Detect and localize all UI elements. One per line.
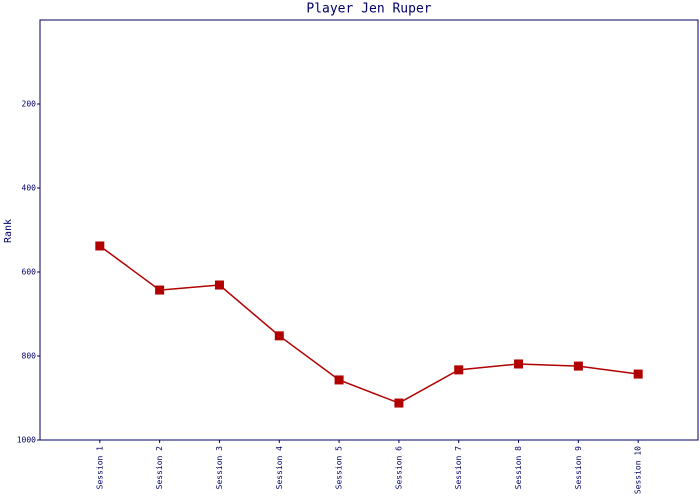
x-tick-label: Session 2 xyxy=(155,446,164,490)
y-tick-label: 800 xyxy=(22,352,37,361)
x-tick-label: Session 1 xyxy=(95,446,104,490)
y-tick-label: 400 xyxy=(22,184,37,193)
marker xyxy=(95,241,105,251)
x-tick-label: Session 4 xyxy=(275,446,284,490)
x-tick-label: Session 7 xyxy=(454,446,463,490)
marker xyxy=(633,369,643,379)
x-tick-label: Session 8 xyxy=(514,446,523,490)
marker xyxy=(514,359,524,369)
marker xyxy=(454,365,464,375)
chart-title: Player Jen Ruper xyxy=(306,2,431,17)
line xyxy=(99,245,639,404)
y-axis-label: Rank xyxy=(3,219,14,243)
plot-frame xyxy=(39,19,699,441)
marker xyxy=(214,280,224,290)
marker xyxy=(155,285,165,295)
marker xyxy=(394,398,404,408)
marker xyxy=(334,375,344,385)
x-tick-label: Session 5 xyxy=(335,446,344,490)
marker xyxy=(573,361,583,371)
x-tick-label: Session 6 xyxy=(394,446,403,490)
x-tick-label: Session 10 xyxy=(634,446,643,494)
y-tick-label: 1000 xyxy=(17,436,36,445)
marker xyxy=(274,331,284,341)
x-tick-label: Session 3 xyxy=(215,446,224,490)
y-tick-label: 600 xyxy=(22,268,37,277)
y-tick-label: 200 xyxy=(22,100,37,109)
x-tick-label: Session 9 xyxy=(574,446,583,490)
